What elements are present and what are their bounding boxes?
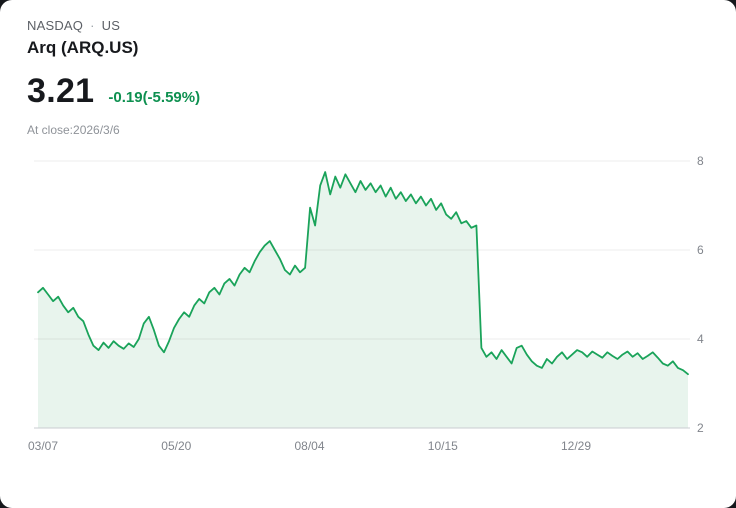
last-price: 3.21 xyxy=(27,72,95,110)
price-chart[interactable]: 8 6 4 2 03/07 05/20 08/04 10/15 12/29 xyxy=(0,149,736,469)
quote-header: NASDAQ · US Arq (ARQ.US) 3.21 -0.19(-5.5… xyxy=(0,0,736,137)
exchange-name: NASDAQ xyxy=(27,18,84,33)
region-label: US xyxy=(101,18,121,33)
y-tick-label: 2 xyxy=(697,421,704,435)
price-line xyxy=(37,171,689,376)
exchange-row: NASDAQ · US xyxy=(27,18,708,33)
y-tick-label: 4 xyxy=(697,332,704,346)
y-tick-label: 8 xyxy=(697,154,704,168)
x-tick-label: 10/15 xyxy=(428,439,458,453)
price-area-fill xyxy=(38,172,688,428)
y-axis-labels: 8 6 4 2 xyxy=(697,154,704,435)
at-close-label: At close:2026/3/6 xyxy=(27,123,120,137)
x-tick-label: 12/29 xyxy=(561,439,591,453)
stock-title: Arq (ARQ.US) xyxy=(27,38,139,57)
separator-dot: · xyxy=(90,18,95,33)
x-tick-label: 08/04 xyxy=(294,439,324,453)
price-row: 3.21 -0.19(-5.59%) xyxy=(27,72,708,111)
x-axis-labels: 03/07 05/20 08/04 10/15 12/29 xyxy=(28,439,591,453)
x-tick-label: 03/07 xyxy=(28,439,58,453)
x-tick-label: 05/20 xyxy=(161,439,191,453)
price-change: -0.19(-5.59%) xyxy=(108,89,201,106)
chart-area: 8 6 4 2 03/07 05/20 08/04 10/15 12/29 xyxy=(0,149,736,474)
y-tick-label: 6 xyxy=(697,243,704,257)
